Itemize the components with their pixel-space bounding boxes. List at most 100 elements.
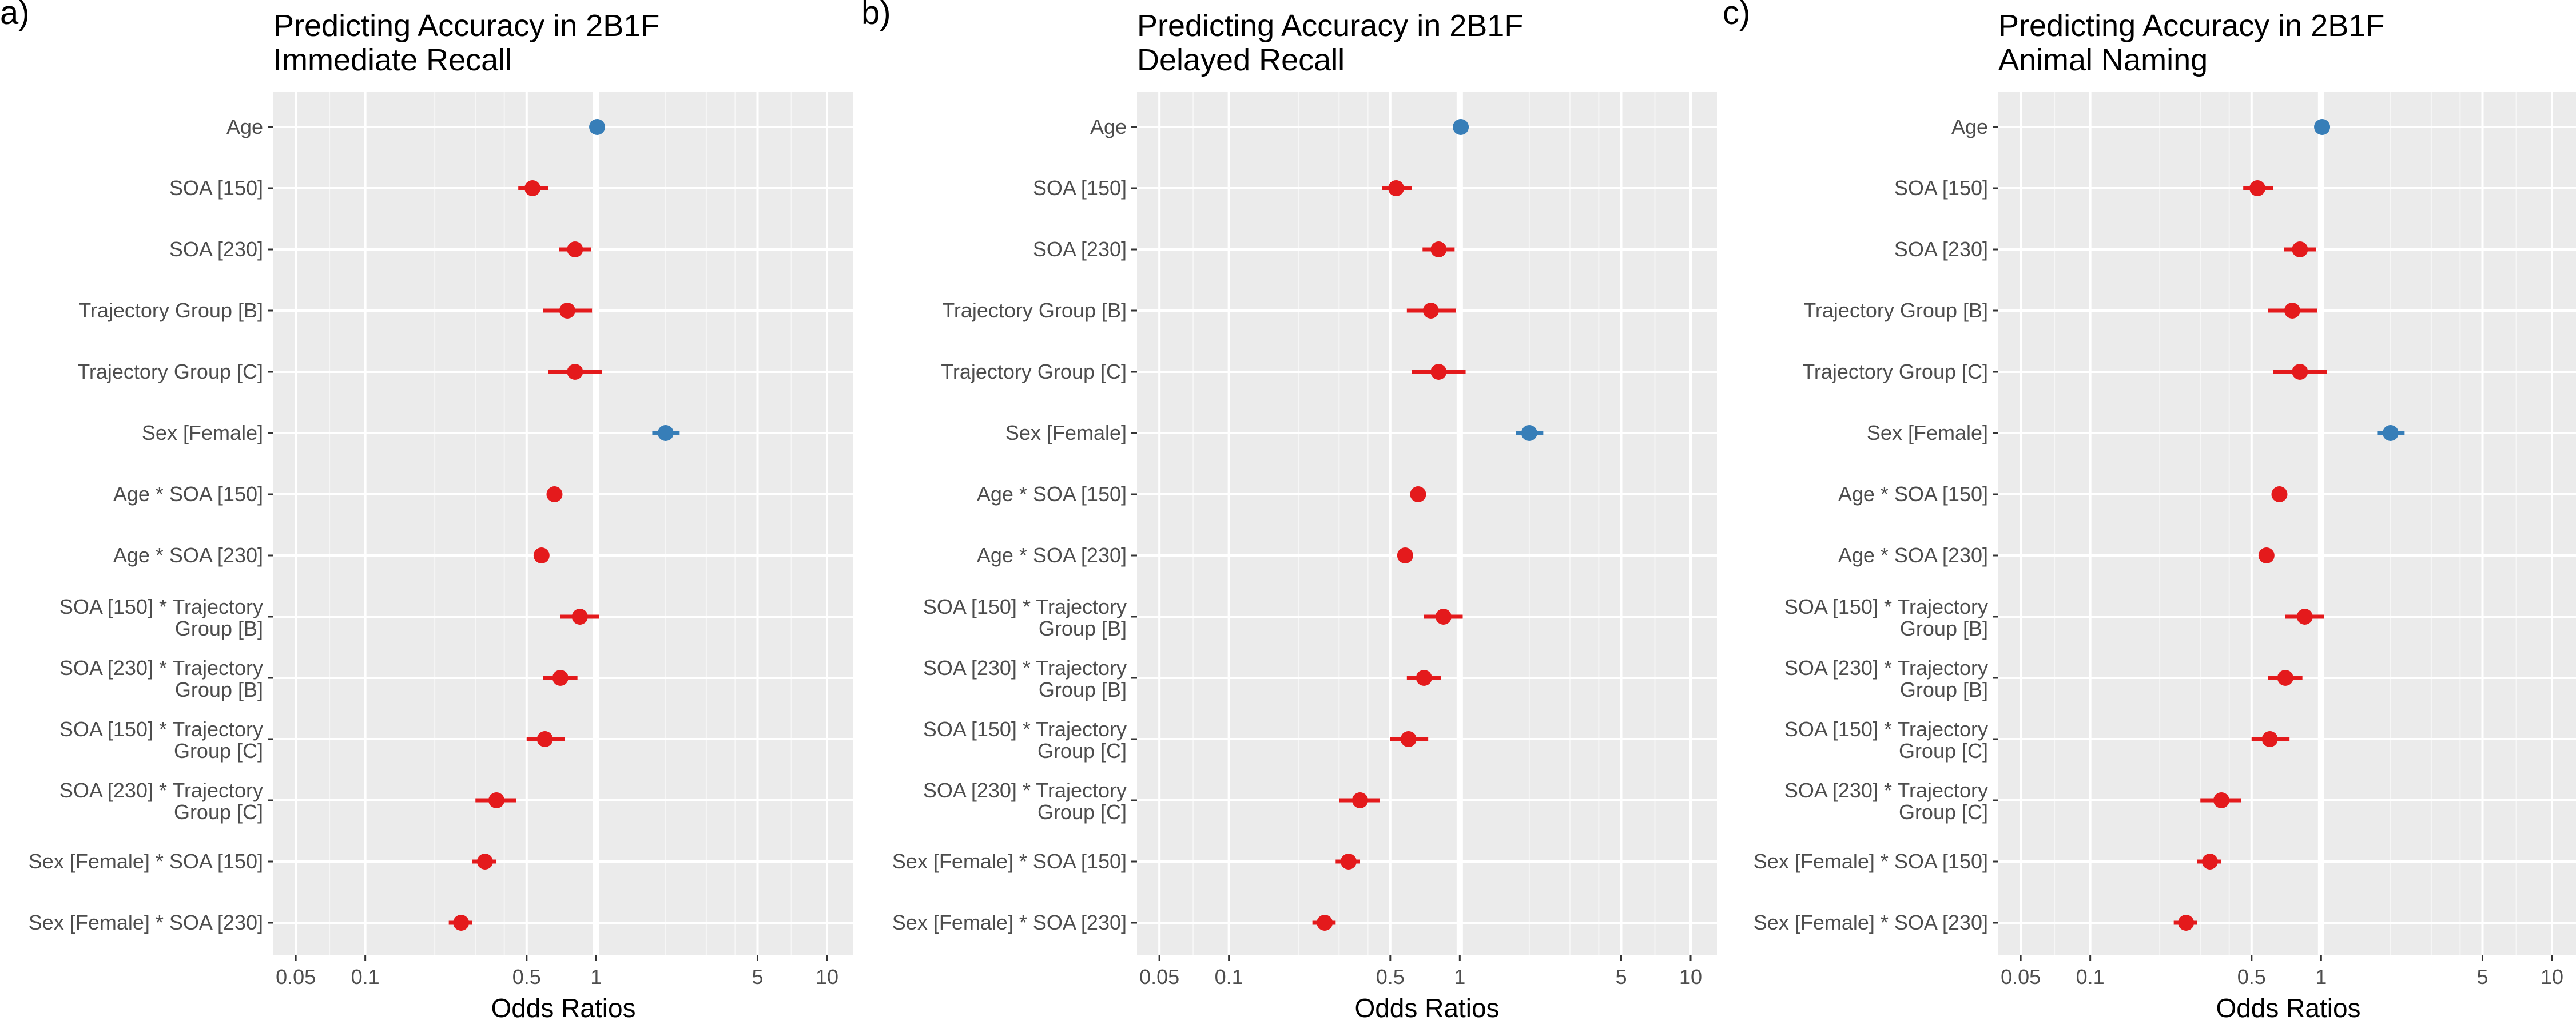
x-tick-label: 0.5 [2237,965,2266,989]
term-label: Trajectory Group [B] [78,299,263,322]
chart-title-line: Predicting Accuracy in 2B1F [1137,9,1523,43]
term-label: SOA [150] * Trajectory [1784,595,1988,618]
estimate-point [2292,364,2308,380]
chart-title-line: Predicting Accuracy in 2B1F [1998,9,2384,43]
estimate-point [589,119,606,135]
term-label: SOA [150] [169,176,263,200]
estimate-point [2382,425,2399,441]
x-tick-label: 5 [2476,965,2488,989]
term-label: SOA [150] * Trajectory [923,595,1127,618]
estimate-point [2261,731,2278,747]
panel-label: b) [861,0,891,31]
estimate-point [536,731,553,747]
term-label: Age [226,115,263,138]
x-tick-label: 0.05 [276,965,316,989]
term-label: SOA [150] [1894,176,1988,200]
term-label: Group [B] [1900,678,1988,701]
x-tick-label: 1 [1454,965,1465,989]
term-label: Age * SOA [230] [113,543,263,567]
x-axis-title: Odds Ratios [2216,993,2360,1023]
estimate-point [2271,486,2288,502]
term-label: Group [B] [175,678,263,701]
x-tick-label: 10 [816,965,838,989]
estimate-point [476,854,493,870]
term-label: Trajectory Group [B] [1803,299,1988,322]
estimate-point [1400,731,1417,747]
estimate-point [2258,547,2275,563]
estimate-point [1521,425,1537,441]
estimate-point [2292,241,2308,257]
x-axis-title: Odds Ratios [1354,993,1499,1023]
term-label: SOA [150] * Trajectory [59,595,263,618]
term-label: Sex [Female] [142,421,263,444]
term-label: Group [B] [1039,617,1127,640]
x-tick-label: 0.5 [1376,965,1405,989]
term-label: Age * SOA [150] [113,482,263,506]
term-label: Trajectory Group [C] [941,360,1127,383]
estimate-point [1410,486,1426,502]
plot-background [1998,92,2576,955]
x-tick-label: 0.5 [512,965,541,989]
x-tick-label: 5 [1615,965,1627,989]
x-tick-label: 10 [2541,965,2563,989]
estimate-point [567,364,583,380]
estimate-point [453,915,470,931]
x-tick-label: 0.1 [2076,965,2105,989]
term-label: SOA [230] * Trajectory [923,656,1127,680]
term-label: Age * SOA [150] [1838,482,1988,506]
term-label: Sex [Female] * SOA [230] [29,911,263,934]
estimate-point [1430,364,1447,380]
estimate-point [1352,792,1369,808]
term-label: Age * SOA [150] [977,482,1127,506]
estimate-point [546,486,563,502]
chart-title-line: Delayed Recall [1137,43,1345,77]
term-label: Sex [Female] * SOA [150] [29,850,263,873]
chart-title-line: Immediate Recall [273,43,512,77]
term-label: SOA [230] [169,237,263,261]
term-label: Group [C] [1037,800,1127,824]
estimate-point [2277,670,2293,686]
estimate-point [1430,241,1447,257]
term-label: SOA [230] * Trajectory [923,779,1127,802]
term-label: SOA [150] * Trajectory [59,717,263,741]
term-label: SOA [230] * Trajectory [59,656,263,680]
panel-label: c) [1723,0,1750,31]
estimate-point [559,303,575,319]
term-label: Sex [Female] * SOA [150] [892,850,1127,873]
x-tick-label: 0.1 [351,965,380,989]
chart-title-line: Animal Naming [1998,43,2208,77]
estimate-point [2314,119,2331,135]
estimate-point [2213,792,2230,808]
estimate-point [2201,854,2218,870]
term-label: Group [C] [1037,739,1127,763]
estimate-point [1317,915,1333,931]
estimate-point [2249,180,2266,196]
term-label: Age [1951,115,1988,138]
term-label: SOA [150] [1033,176,1127,200]
term-label: Sex [Female] * SOA [150] [1754,850,1988,873]
x-tick-label: 0.05 [2001,965,2041,989]
x-tick-label: 1 [590,965,602,989]
term-label: SOA [230] [1894,237,1988,261]
term-label: Group [C] [174,739,263,763]
term-label: Sex [Female] * SOA [230] [1754,911,1988,934]
term-label: Trajectory Group [C] [1802,360,1988,383]
term-label: Age * SOA [230] [1838,543,1988,567]
x-tick-label: 5 [752,965,763,989]
term-label: SOA [230] [1033,237,1127,261]
estimate-point [1397,547,1413,563]
plot-background [273,92,853,955]
estimate-point [571,609,588,625]
term-label: Group [B] [1039,678,1127,701]
x-tick-label: 1 [2315,965,2327,989]
estimate-point [2178,915,2195,931]
estimate-point [1340,854,1357,870]
estimate-point [567,241,583,257]
term-label: Age * SOA [230] [977,543,1127,567]
term-label: Sex [Female] [1867,421,1988,444]
term-label: Sex [Female] [1005,421,1127,444]
x-tick-label: 0.1 [1215,965,1243,989]
